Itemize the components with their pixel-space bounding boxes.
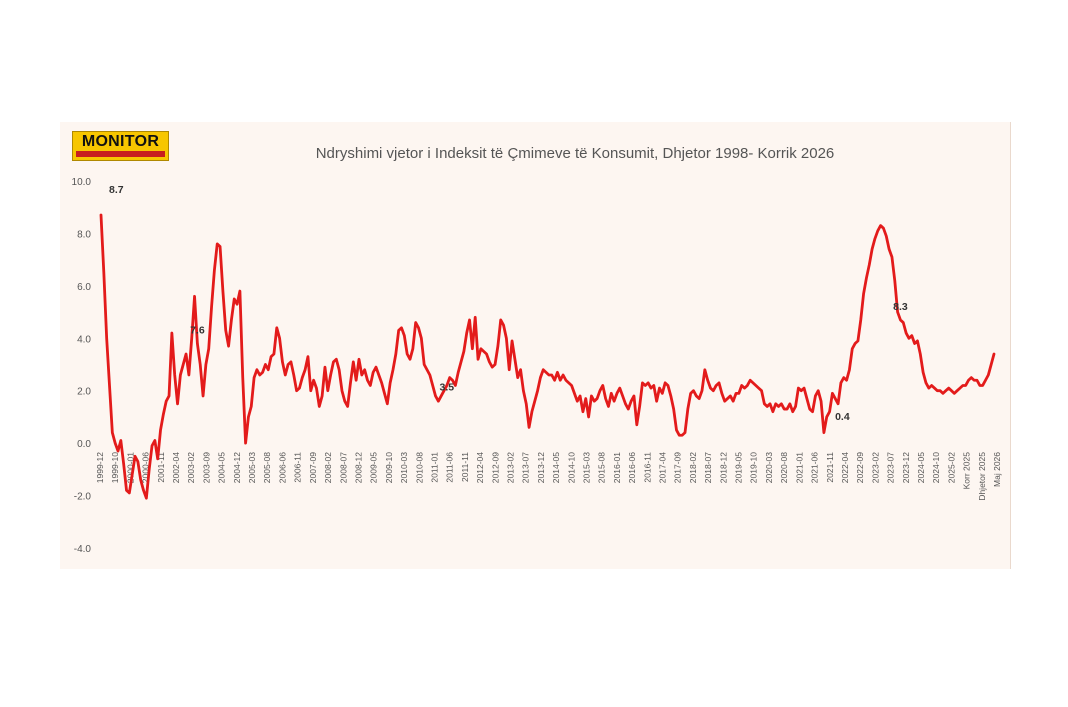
- x-tick-label: 1999-10: [110, 452, 120, 483]
- x-tick-label: 2014-05: [551, 452, 561, 483]
- x-tick-label: 2008-12: [353, 452, 363, 483]
- chart-title: Ndryshimi vjetor i Indeksit të Çmimeve t…: [315, 145, 835, 162]
- x-tick-label: 2000-06: [141, 452, 151, 483]
- x-tick-label: 2024-05: [916, 452, 926, 483]
- x-tick-label: 2001-11: [156, 452, 166, 483]
- x-tick-label: 2009-05: [369, 452, 379, 483]
- data-label: 8.3: [893, 301, 908, 313]
- x-tick-label: 2015-08: [597, 452, 607, 483]
- x-tick-label: Maj 2026: [992, 452, 1002, 487]
- x-tick-label: 2024-10: [931, 452, 941, 483]
- x-tick-label: 2009-10: [384, 452, 394, 483]
- y-tick-label: -4.0: [74, 544, 92, 555]
- x-tick-label: 2018-02: [688, 452, 698, 483]
- y-tick-label: 4.0: [77, 334, 91, 345]
- x-tick-label: 2011-06: [445, 452, 455, 483]
- x-tick-label: 2003-09: [201, 452, 211, 483]
- x-tick-label: 2005-03: [247, 452, 257, 483]
- x-tick-label: 2015-03: [582, 452, 592, 483]
- x-tick-label: 2006-06: [277, 452, 287, 483]
- y-tick-label: 6.0: [77, 282, 91, 293]
- y-tick-label: 2.0: [77, 387, 91, 398]
- x-tick-label: 2011-11: [460, 452, 470, 482]
- data-label: 0.4: [835, 411, 850, 423]
- x-axis: 1999-12 1999-10 2000-01 2000-06 2001-11 2002-…: [95, 452, 1002, 501]
- x-tick-label: 2012-09: [490, 452, 500, 483]
- x-tick-label: 2017-09: [673, 452, 683, 483]
- y-axis: 10.0 8.0 6.0 4.0 2.0 0.0 -2.0 -4.0: [72, 177, 92, 555]
- x-tick-label: 2018-12: [718, 452, 728, 483]
- x-tick-label: 2014-10: [566, 452, 576, 483]
- x-tick-label: 2004-05: [217, 452, 227, 483]
- x-tick-label: 2021-06: [810, 452, 820, 483]
- x-tick-label: 2011-01: [429, 452, 439, 483]
- x-tick-label: 2020-08: [779, 452, 789, 483]
- x-tick-label: 1999-12: [95, 452, 105, 483]
- y-tick-label: -2.0: [74, 492, 92, 503]
- x-tick-label: 2017-04: [658, 452, 668, 483]
- data-labels-group: 8.7 7.6 3.5 8.3 0.4 3.4: [109, 0, 1014, 423]
- x-tick-label: 2023-12: [901, 452, 911, 483]
- x-tick-label: Korr 2025: [962, 452, 972, 490]
- y-tick-label: 10.0: [72, 177, 92, 188]
- x-tick-label: 2000-01: [125, 452, 135, 483]
- x-tick-label: 2010-03: [399, 452, 409, 483]
- x-tick-label: 2013-07: [521, 452, 531, 483]
- x-tick-label: 2008-07: [338, 452, 348, 483]
- x-tick-label: 2021-01: [794, 452, 804, 483]
- x-tick-label: 2010-08: [414, 452, 424, 483]
- x-tick-label: 2013-02: [505, 452, 515, 483]
- x-tick-label: 2023-07: [886, 452, 896, 483]
- monitor-logo: MONITOR: [72, 131, 169, 161]
- x-tick-label: 2002-04: [171, 452, 181, 483]
- data-label: 8.7: [109, 184, 124, 196]
- x-tick-label: 2012-04: [475, 452, 485, 483]
- x-tick-label: 2023-02: [870, 452, 880, 483]
- x-tick-label: 2005-08: [262, 452, 272, 483]
- data-label: 3.5: [440, 381, 455, 393]
- x-tick-label: 2006-11: [293, 452, 303, 483]
- data-label: 3.4: [999, 0, 1014, 3]
- x-tick-label: 2007-09: [308, 452, 318, 483]
- y-tick-label: 0.0: [77, 439, 91, 450]
- x-tick-label: Dhjetor 2025: [977, 452, 987, 501]
- x-tick-label: 2019-05: [734, 452, 744, 483]
- x-tick-label: 2021-11: [825, 452, 835, 483]
- logo-text: MONITOR: [81, 133, 160, 150]
- x-tick-label: 2019-10: [749, 452, 759, 483]
- x-tick-label: 2016-06: [627, 452, 637, 483]
- logo-strip: [76, 151, 165, 157]
- x-tick-label: 2016-11: [642, 452, 652, 483]
- series-line: [99, 213, 996, 500]
- series-group: [99, 213, 996, 500]
- x-tick-label: 2013-12: [536, 452, 546, 483]
- x-tick-label: 2022-04: [840, 452, 850, 483]
- x-tick-label: 2016-01: [612, 452, 622, 483]
- x-tick-label: 2025-02: [946, 452, 956, 483]
- data-label: 7.6: [190, 325, 205, 337]
- x-tick-label: 2022-09: [855, 452, 865, 483]
- x-tick-label: 2018-07: [703, 452, 713, 483]
- x-tick-label: 2003-02: [186, 452, 196, 483]
- y-tick-label: 8.0: [77, 229, 91, 240]
- x-tick-label: 2008-02: [323, 452, 333, 483]
- x-tick-label: 2004-12: [232, 452, 242, 483]
- x-tick-label: 2020-03: [764, 452, 774, 483]
